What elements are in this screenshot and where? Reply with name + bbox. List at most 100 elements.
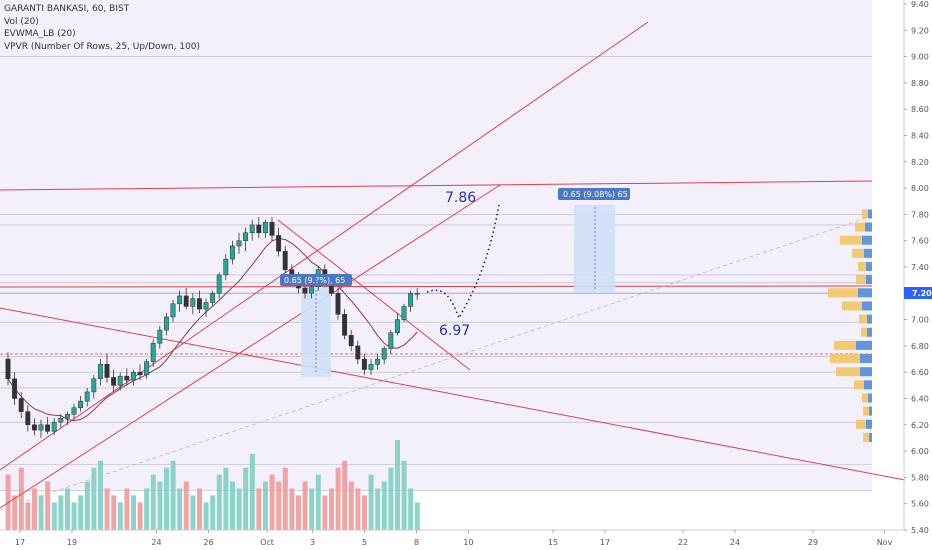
falling-wedge-line <box>277 219 471 371</box>
candle-body <box>355 345 361 360</box>
y-tick-label: 5.60 <box>911 500 929 509</box>
candle-body <box>25 411 31 426</box>
y-tick-label: 8.00 <box>911 184 929 193</box>
volume-bar <box>375 488 381 530</box>
x-tick-label: 15 <box>548 538 558 547</box>
vpvr-down-bar <box>866 275 872 285</box>
projection-path <box>426 204 500 320</box>
candle-body <box>302 287 308 294</box>
resistance-line-mid <box>0 285 873 288</box>
vpvr-down-bar <box>868 209 872 219</box>
candle-body <box>78 400 84 408</box>
volume-bar <box>25 502 31 530</box>
candle-body <box>170 303 176 318</box>
volume-bar <box>381 481 387 530</box>
vpvr-up-bar <box>828 288 858 298</box>
y-tick-label: 8.20 <box>911 158 929 167</box>
measure-left-label: 0.65 (9.?%), 65 <box>284 276 345 285</box>
candle-body <box>243 232 249 241</box>
candle-body <box>64 414 70 419</box>
vpvr-up-bar <box>861 327 867 337</box>
candle-body <box>388 332 394 349</box>
candle-body <box>157 329 163 344</box>
y-tick-label: 7.00 <box>911 316 929 325</box>
candle-body <box>111 377 117 386</box>
vpvr-down-bar <box>869 432 872 442</box>
legend-symbol[interactable]: GARANTI BANKASI, 60, BIST <box>4 4 130 14</box>
candle-body <box>408 293 414 307</box>
candle-body <box>177 295 183 305</box>
y-tick-label: 8.60 <box>911 105 929 114</box>
vpvr-up-bar <box>852 248 864 258</box>
vpvr-up-bar <box>855 222 865 232</box>
volume-bar <box>348 481 354 530</box>
volume-bar <box>263 481 268 530</box>
candle-body <box>309 286 315 294</box>
volume-bar <box>177 488 183 530</box>
vpvr-down-bar <box>866 419 872 429</box>
measure-right-tag <box>558 188 630 200</box>
volume-bar <box>98 460 103 530</box>
volume-bar <box>302 481 308 530</box>
candle-body <box>216 274 222 294</box>
y-tick-label: 7.80 <box>911 210 929 219</box>
candle-body <box>71 407 77 415</box>
volume-bar <box>190 495 196 530</box>
legend-vpvr[interactable]: VPVR (Number Of Rows, 25, Up/Down, 100) <box>4 41 201 52</box>
x-tick-label: 29 <box>808 538 818 547</box>
volume-bar <box>91 467 97 530</box>
volume-bar <box>414 502 420 530</box>
x-tick-label: 19 <box>67 538 77 547</box>
x-tick-label: Nov <box>877 538 893 547</box>
candle-body <box>31 424 37 431</box>
x-tick-label: 10 <box>463 538 473 547</box>
candle-body <box>256 224 262 234</box>
measure-box-right <box>574 205 615 293</box>
legend-evwma[interactable]: EVWMA_LB (20) <box>4 29 76 39</box>
candle-body <box>361 358 367 370</box>
volume-bar <box>32 488 37 530</box>
candle-body <box>144 361 150 376</box>
volume-bar <box>249 453 255 530</box>
volume-bar <box>236 488 242 530</box>
volume-bar <box>65 488 70 530</box>
y-tick-label: 6.40 <box>911 395 929 404</box>
candle-body <box>117 375 123 386</box>
volume-bar <box>18 467 24 530</box>
x-tick-label: 26 <box>203 538 213 547</box>
vpvr-down-bar <box>864 380 872 390</box>
candle-body <box>335 293 341 315</box>
candle-body <box>84 391 90 402</box>
descending-trend-line <box>0 307 906 481</box>
vpvr-down-bar <box>862 235 872 245</box>
volume-bar <box>282 467 288 530</box>
vpvr-up-bar <box>854 380 864 390</box>
x-tick-label: 8 <box>414 538 419 547</box>
candle-body <box>249 224 255 234</box>
volume-bar <box>408 488 414 530</box>
candle-body <box>375 358 381 365</box>
candle-body <box>5 358 11 380</box>
vpvr-up-bar <box>856 275 866 285</box>
vpvr-down-bar <box>860 354 872 364</box>
vpvr-up-bar <box>836 367 860 377</box>
vpvr-down-bar <box>858 288 872 298</box>
x-tick-label: 24 <box>151 538 161 547</box>
candle-body <box>223 258 229 276</box>
vpvr-up-bar <box>859 314 867 324</box>
legend-volume[interactable]: Vol (20) <box>4 16 39 27</box>
volume-bar <box>197 488 202 530</box>
x-tick-label: 22 <box>678 538 688 547</box>
candle-body <box>51 421 57 432</box>
candle-body <box>210 293 216 303</box>
vpvr-down-bar <box>867 327 872 337</box>
volume-bar <box>137 502 143 530</box>
vpvr-down-bar <box>865 222 872 232</box>
x-tick-label: 3 <box>310 538 315 547</box>
volume-bar <box>124 488 130 530</box>
y-tick-label: 6.00 <box>911 447 929 456</box>
x-axis-background <box>0 530 932 550</box>
session-shading <box>0 0 872 490</box>
x-tick-label: 24 <box>730 538 740 547</box>
